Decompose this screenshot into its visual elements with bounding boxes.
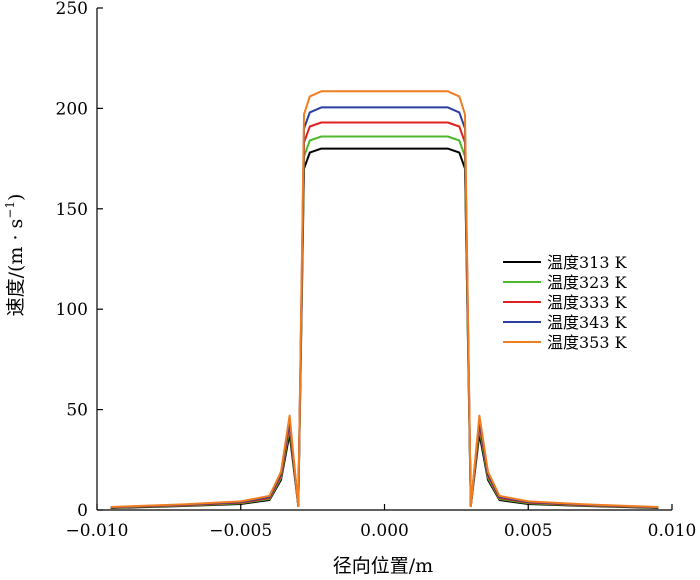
y-axis-title-superscript: −1 — [3, 201, 17, 219]
y-axis-title-main: 速度/(m · s — [5, 219, 27, 317]
legend-label-2: 温度323 K — [547, 273, 628, 292]
legend-label-4: 温度343 K — [547, 313, 628, 332]
x-axis-title: 径向位置/m — [333, 555, 433, 577]
legend-label-3: 温度333 K — [547, 293, 628, 312]
x-tick-label: 0.000 — [360, 521, 409, 541]
legend-label-5: 温度353 K — [547, 333, 628, 352]
y-axis-title: 速度/(m · s−1) — [3, 194, 27, 317]
legend-label-1: 温度313 K — [547, 253, 628, 272]
x-tick-label: −0.005 — [209, 521, 272, 541]
x-tick-label: −0.010 — [66, 521, 129, 541]
x-tick-label: 0.005 — [504, 521, 553, 541]
ticks-layer: 0 50 100 150 200 250 −0.010 −0.005 0.000 0.005 0.0… — [56, 0, 697, 541]
y-tick-label: 0 — [77, 501, 88, 521]
y-tick-label: 200 — [56, 99, 88, 119]
x-tick-label: 0.010 — [648, 521, 697, 541]
y-tick-label: 50 — [66, 401, 88, 421]
series-line-5 — [110, 90, 659, 508]
y-tick-label: 100 — [56, 300, 88, 320]
labels-layer: 径向位置/m 速度/(m · s−1) — [3, 194, 433, 577]
y-axis-title-close: ) — [5, 194, 27, 201]
y-tick-label: 150 — [56, 200, 88, 220]
series-layer — [110, 90, 659, 509]
y-tick-label: 250 — [56, 0, 88, 19]
